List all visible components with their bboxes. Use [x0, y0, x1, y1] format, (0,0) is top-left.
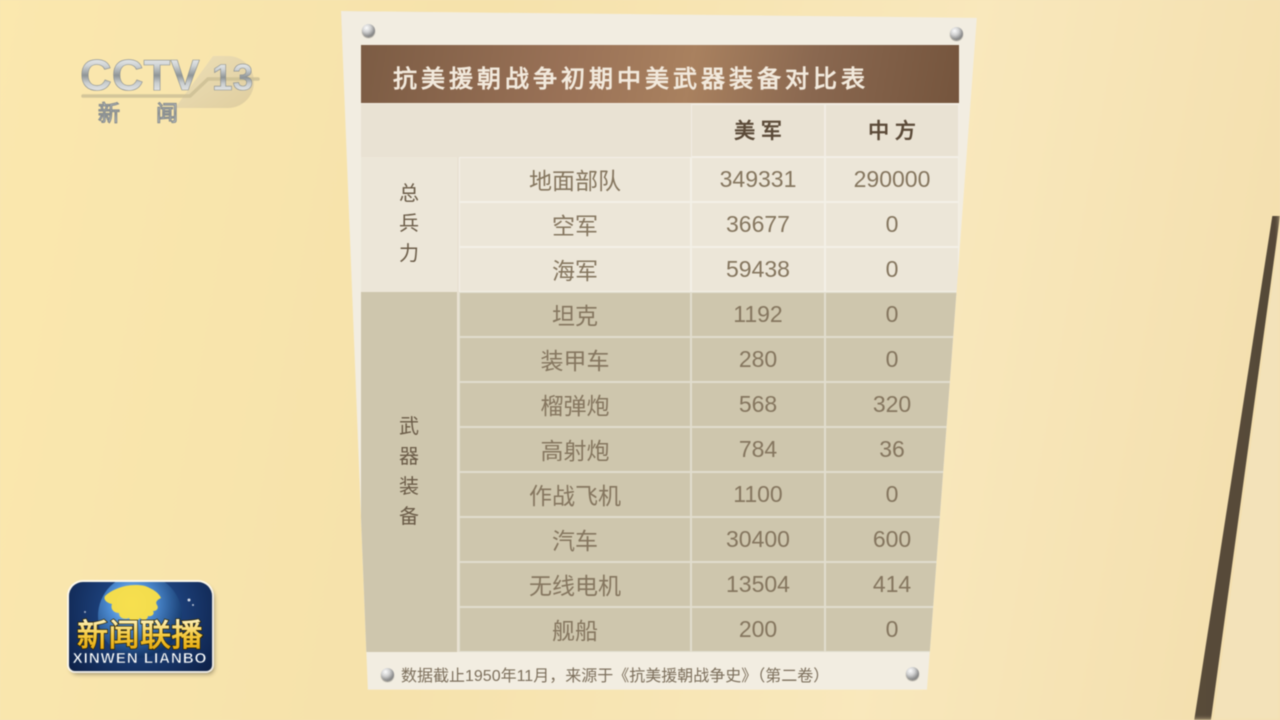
- svg-text:XINWEN LIANBO: XINWEN LIANBO: [73, 650, 208, 667]
- svg-text:新闻联播: 新闻联播: [77, 618, 203, 653]
- svg-text:13: 13: [212, 57, 253, 98]
- svg-text:新: 新: [98, 101, 120, 125]
- svg-text:闻: 闻: [156, 101, 178, 125]
- svg-text:CCTV: CCTV: [80, 51, 200, 100]
